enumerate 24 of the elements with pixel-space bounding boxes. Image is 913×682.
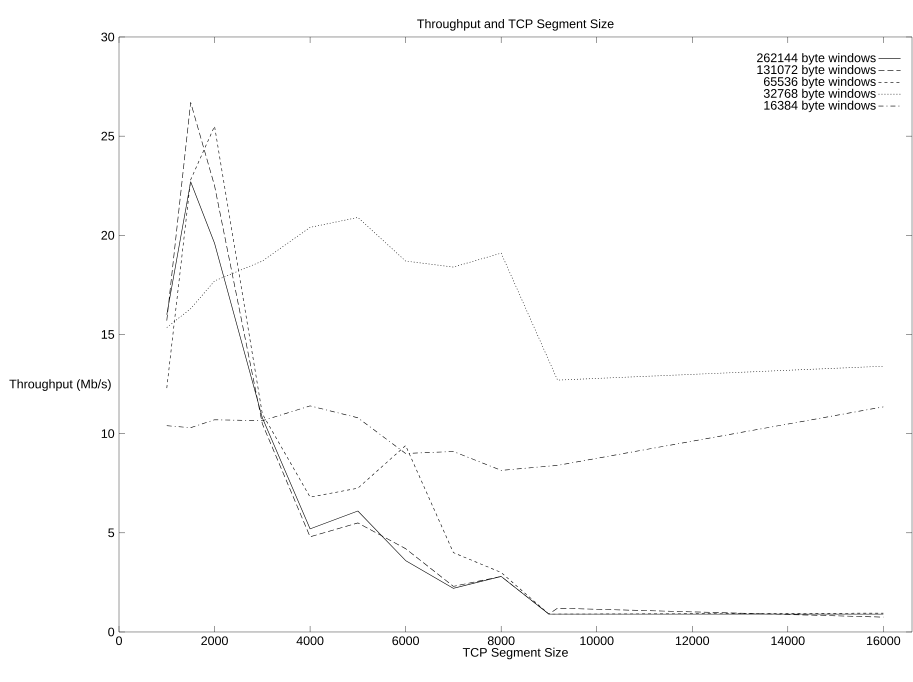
y-axis-title: Throughput (Mb/s) [9,379,111,391]
x-axis-title: TCP Segment Size [462,648,568,660]
x-tick-label: 10000 [580,636,614,646]
x-tick-label: 2000 [201,636,228,646]
x-tick-label: 6000 [392,636,419,646]
y-tick-label: 5 [108,528,114,538]
legend-label: 262144 byte windows [757,53,876,65]
y-tick-label: 20 [101,230,114,240]
x-tick-label: 4000 [296,636,324,646]
chart-title: Throughput and TCP Segment Size [417,19,614,31]
y-tick-label: 15 [102,330,114,339]
x-tick-label: 14000 [771,636,805,646]
legend-label: 32768 byte windows [764,88,876,100]
x-tick-label: 12000 [676,636,710,646]
legend-label: 65536 byte windows [764,76,876,88]
x-tick-label: 0 [116,636,122,646]
x-tick-label: 16000 [866,636,900,646]
y-tick-label: 25 [101,132,114,141]
y-tick-label: 10 [102,429,114,438]
y-tick-label: 0 [108,628,114,636]
y-tick-label: 30 [101,32,114,42]
legend-label: 16384 byte windows [764,100,876,112]
x-tick-label: 8000 [488,636,515,646]
legend-label: 131072 byte windows [757,64,876,77]
